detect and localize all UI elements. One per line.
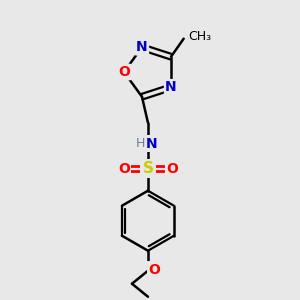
Text: N: N [165, 80, 177, 94]
Text: O: O [118, 65, 130, 79]
Text: O: O [118, 162, 130, 176]
Text: S: S [142, 161, 154, 176]
Text: N: N [146, 137, 158, 151]
Text: O: O [148, 263, 160, 277]
Text: N: N [136, 40, 148, 54]
Text: O: O [166, 162, 178, 176]
Text: H: H [135, 137, 145, 150]
Text: CH₃: CH₃ [189, 30, 212, 43]
